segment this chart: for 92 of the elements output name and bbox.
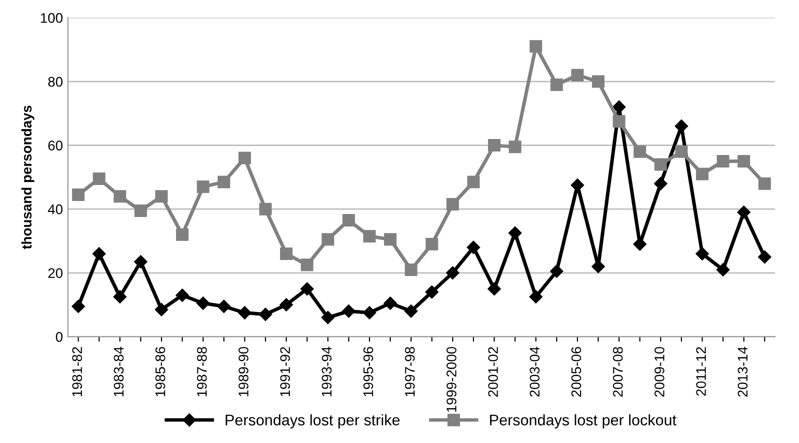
x-tick-label: 1981-82: [72, 347, 82, 396]
point: [508, 226, 522, 240]
point: [218, 176, 230, 188]
point: [154, 302, 168, 316]
point: [529, 290, 542, 304]
point: [259, 202, 272, 216]
point: [716, 155, 730, 168]
point: [384, 233, 397, 246]
point: [634, 145, 646, 158]
x-tick-label: 1983-84: [114, 346, 124, 396]
point: [425, 285, 438, 299]
point: [716, 263, 730, 276]
x-tick-label: 1995-96: [363, 347, 374, 396]
point: [321, 310, 334, 324]
point: [446, 198, 459, 211]
point: [280, 248, 293, 260]
point: [404, 304, 418, 318]
point: [238, 152, 251, 164]
point: [446, 266, 460, 280]
y-tick-label: 20: [48, 268, 63, 278]
y-tick-label: 100: [40, 13, 63, 23]
point: [217, 300, 230, 313]
legend-label: Persondays lost per strike: [226, 414, 400, 428]
point: [196, 180, 210, 194]
y-tick-label: 60: [48, 140, 63, 150]
x-tick-label: 1985-86: [155, 347, 166, 396]
point: [342, 304, 356, 318]
point: [196, 296, 210, 310]
x-tick-label: 1993-94: [322, 346, 332, 396]
point: [114, 190, 126, 203]
point: [342, 214, 355, 227]
point: [488, 139, 501, 152]
point: [738, 155, 750, 168]
point: [612, 100, 626, 114]
point: [92, 172, 106, 186]
point: [466, 240, 480, 254]
point: [134, 255, 148, 268]
point: [113, 290, 126, 304]
x-tick-label: 1989-90: [238, 346, 248, 396]
point: [571, 68, 584, 82]
point: [362, 306, 376, 320]
x-tick-label: 1999-2000: [446, 346, 456, 412]
point: [737, 206, 750, 219]
legend-label: Persondays lost per lockout: [490, 414, 676, 428]
point: [633, 238, 646, 251]
point: [467, 176, 480, 188]
point: [72, 188, 85, 201]
x-tick-label: 1997-98: [404, 347, 415, 396]
point: [696, 247, 709, 260]
point: [675, 145, 688, 158]
point: [72, 300, 85, 313]
point: [612, 115, 626, 128]
point: [176, 228, 189, 241]
point: [426, 238, 438, 250]
point: [758, 177, 771, 190]
y-axis-title: thousand persondays: [21, 106, 34, 250]
x-tick-label: 2005-06: [571, 347, 582, 397]
point: [155, 190, 168, 203]
point: [258, 308, 272, 321]
x-tick-label: 2011-12: [696, 347, 706, 396]
point: [508, 140, 522, 154]
point: [530, 40, 542, 53]
point: [488, 282, 501, 296]
point: [592, 75, 604, 88]
point: [176, 288, 189, 302]
x-tick-label: 1987-88: [196, 347, 207, 396]
point: [674, 120, 688, 133]
y-tick-label: 40: [48, 204, 63, 214]
point: [404, 263, 418, 276]
y-tick-label: 80: [48, 76, 63, 87]
point: [92, 247, 106, 260]
point: [134, 204, 147, 217]
point: [300, 282, 314, 296]
point: [550, 78, 563, 91]
point: [363, 230, 376, 242]
point: [550, 264, 564, 278]
point: [654, 158, 667, 171]
x-tick-label: 2009-10: [654, 346, 664, 397]
point: [758, 250, 772, 264]
point: [280, 298, 293, 312]
point: [238, 306, 252, 320]
x-tick-label: 2007-08: [612, 347, 623, 397]
y-tick-label: 0: [56, 332, 63, 342]
point: [300, 258, 314, 272]
x-tick-label: 2001-02: [488, 347, 498, 397]
x-tick-label: 2003-04: [530, 346, 540, 397]
x-tick-label: 2013-14: [738, 346, 748, 397]
point: [696, 168, 708, 180]
point: [384, 296, 397, 310]
x-tick-label: 1991-92: [280, 347, 290, 396]
point: [322, 233, 334, 246]
point: [654, 176, 668, 190]
